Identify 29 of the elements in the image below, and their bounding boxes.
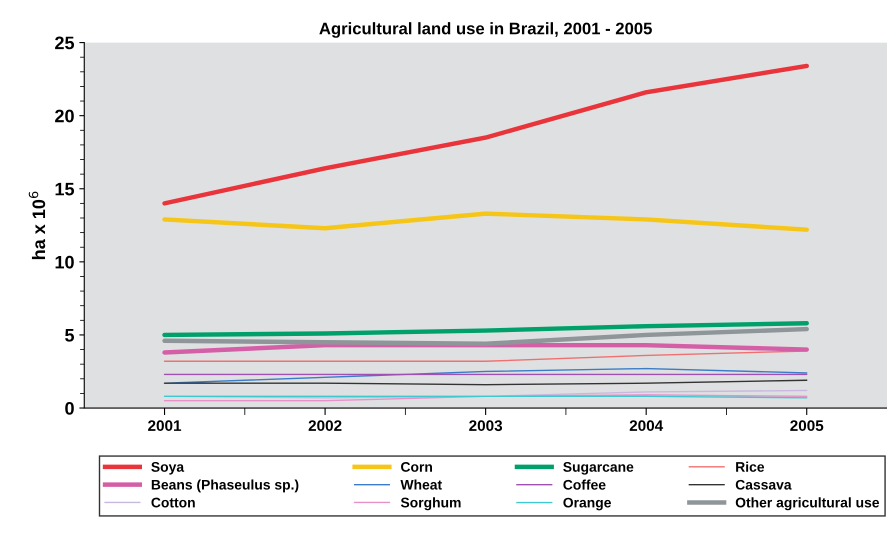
x-tick-label: 2003 [469, 420, 502, 432]
line-series [162, 326, 809, 346]
legend-label: Corn [401, 462, 432, 472]
y-tick-label: 10 [56, 256, 74, 269]
legend-label: Coffee [563, 480, 606, 490]
legend-label: Beans (Phaseulus sp.) [152, 479, 298, 492]
chart-title: Agricultural land use in Brazil, 2001 - 2005 [319, 22, 652, 38]
legend-label: Orange [563, 498, 611, 510]
y-tick-label: 0 [65, 402, 74, 415]
y-tick-label: 20 [55, 110, 74, 122]
legend-label: Rice [736, 462, 764, 472]
legend-label: Soya [151, 462, 184, 475]
legend-label: Sugarcane [563, 462, 634, 475]
legend-label: Other agricultural use [736, 497, 880, 510]
line-series [162, 211, 809, 232]
legend-label: Cotton [151, 498, 195, 508]
y-axis-title: ha x 10$^{6}$ [28, 192, 46, 260]
y-tick-label: 5 [65, 329, 74, 342]
legend-label: Sorghum [400, 497, 461, 510]
y-tick-label: 25 [55, 36, 74, 50]
line-series [162, 64, 809, 206]
x-tick-label: 2004 [630, 420, 664, 432]
y-tick-label: 15 [56, 182, 74, 196]
x-tick-label: 2002 [308, 420, 342, 432]
x-tick-label: 2001 [148, 420, 182, 432]
legend-label: Wheat [400, 479, 442, 490]
legend-label: Cassava [736, 480, 792, 490]
x-tick-label: 2005 [790, 420, 824, 432]
line-series [162, 321, 809, 338]
